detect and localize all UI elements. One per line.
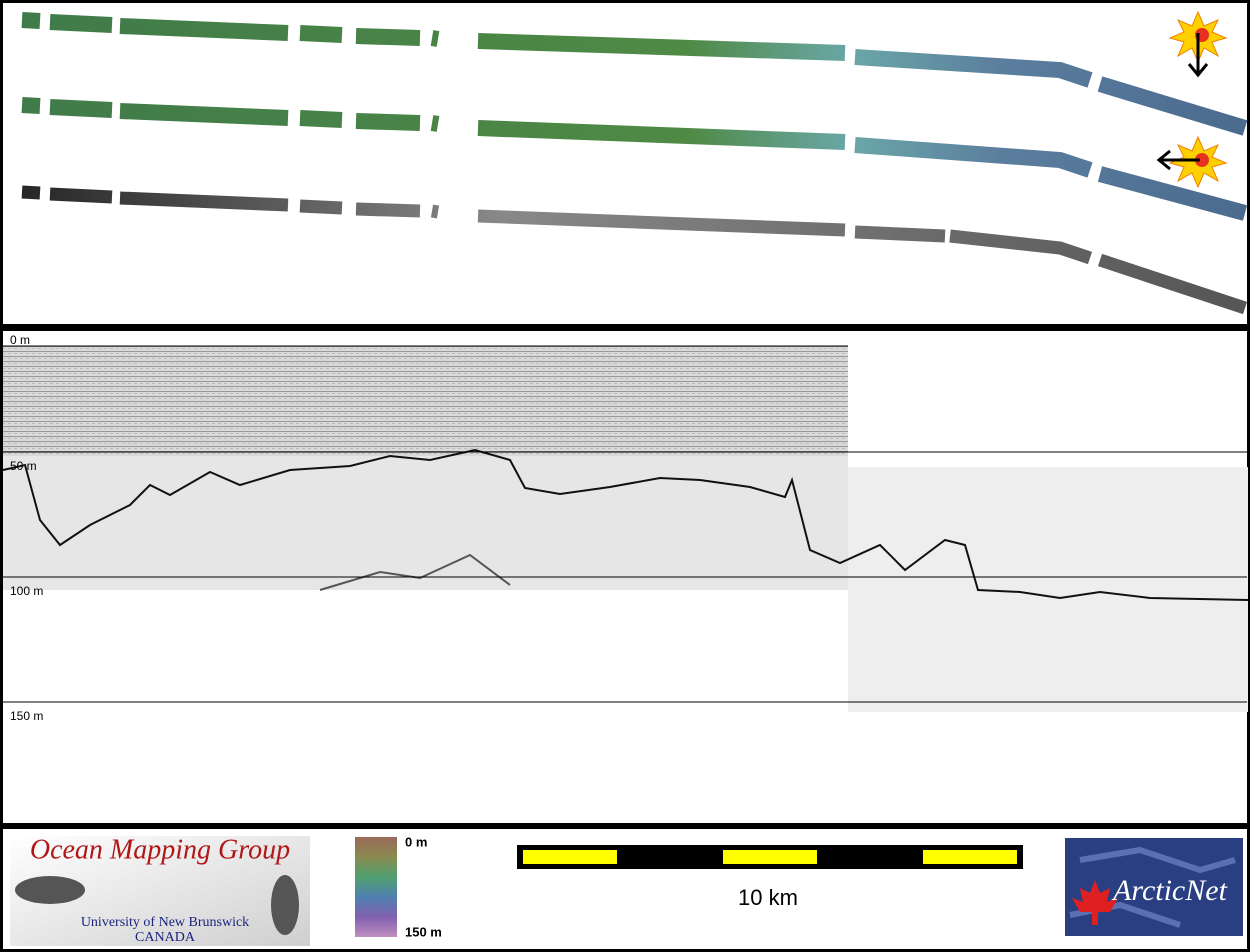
water-column: [3, 346, 848, 456]
swath-row: [21, 97, 1248, 221]
logo-art: [271, 875, 299, 935]
sub-bottom: [319, 553, 511, 591]
sonar-profile: [2, 346, 1249, 712]
color-scale-label: 150 m: [405, 924, 442, 939]
sonar-image: [3, 456, 848, 590]
sun-icon: [1168, 10, 1228, 78]
logo-text: ArcticNet: [1111, 874, 1228, 907]
sonar-image: [848, 467, 1248, 712]
depth-label: 50 m: [10, 459, 37, 473]
swath-row: [21, 185, 1248, 315]
scale-bar: [517, 845, 1023, 869]
omg-logo: Ocean Mapping Group University of New Br…: [10, 834, 310, 946]
depth-lines: [3, 345, 1247, 703]
scale-bar-segment: [523, 850, 617, 864]
logo-title: Ocean Mapping Group: [30, 834, 290, 865]
arcticnet-logo: ArcticNet: [1065, 838, 1243, 936]
color-scale: [355, 837, 397, 937]
depth-label: 0 m: [10, 333, 30, 347]
logo-subtitle: CANADA: [135, 930, 196, 945]
color-scale-label: 0 m: [405, 834, 427, 849]
sun-icon: [1156, 135, 1228, 189]
scale-bar-segment: [723, 850, 817, 864]
scale-bar-label: 10 km: [738, 885, 798, 910]
maple-leaf: [1072, 880, 1118, 925]
seabed-line: [2, 448, 1249, 601]
swaths: [21, 12, 1248, 315]
depth-label: 150 m: [10, 709, 43, 723]
swath-row: [21, 12, 1248, 136]
logo-subtitle: University of New Brunswick: [81, 915, 249, 930]
logo-art: [15, 876, 85, 904]
depth-label: 100 m: [10, 584, 43, 598]
scale-bar-segment: [923, 850, 1017, 864]
